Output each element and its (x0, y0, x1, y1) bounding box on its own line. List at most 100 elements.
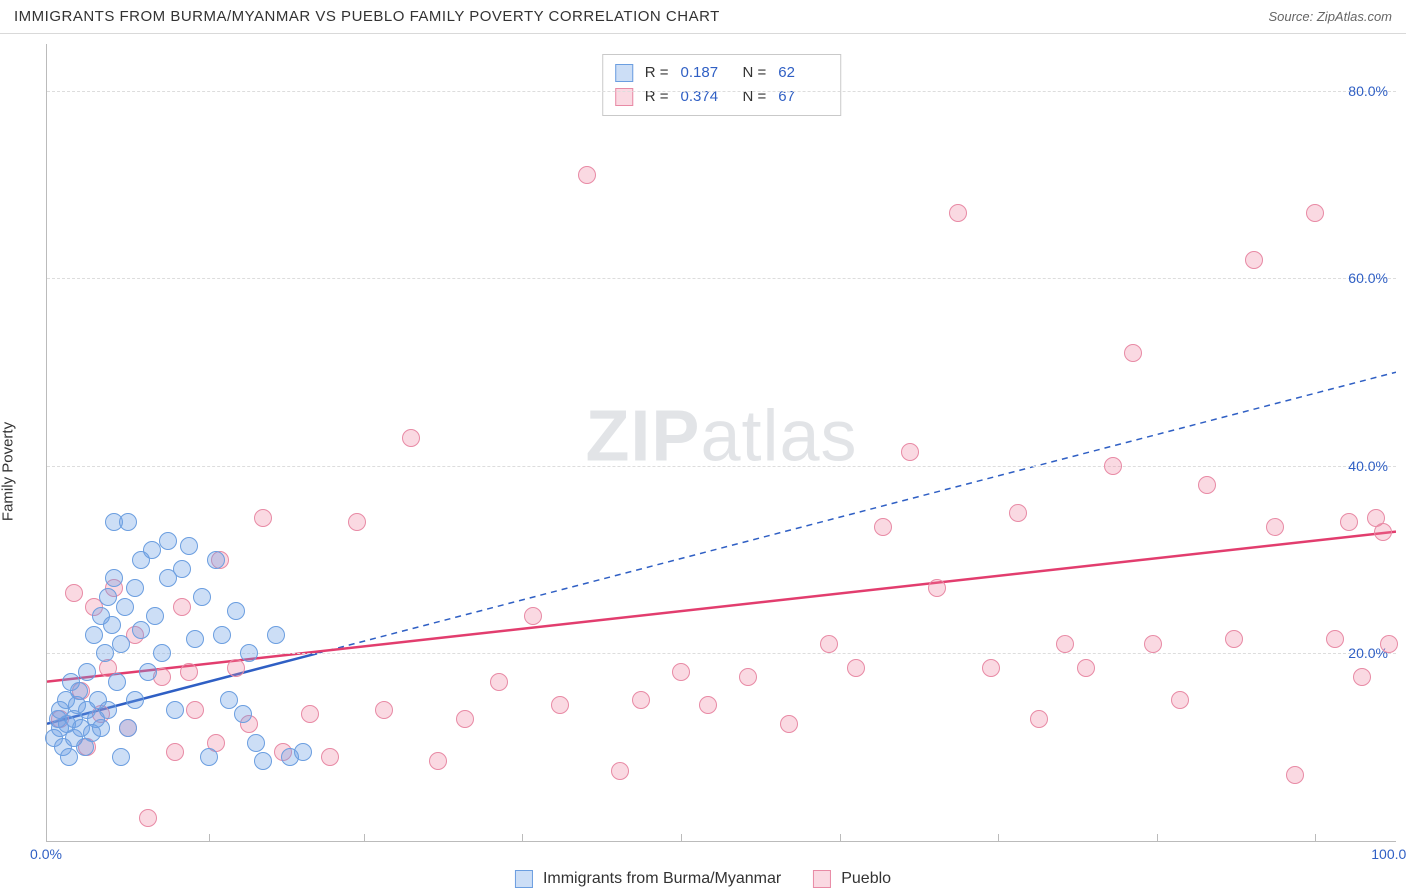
data-point (207, 551, 225, 569)
data-point (402, 429, 420, 447)
data-point (186, 701, 204, 719)
data-point (1286, 766, 1304, 784)
data-point (105, 569, 123, 587)
data-point (186, 630, 204, 648)
data-point (153, 644, 171, 662)
series-name: Pueblo (841, 870, 891, 888)
data-point (247, 734, 265, 752)
data-point (70, 682, 88, 700)
data-point (524, 607, 542, 625)
data-point (348, 513, 366, 531)
data-point (116, 598, 134, 616)
data-point (193, 588, 211, 606)
x-tick-label: 100.0% (1371, 846, 1406, 862)
data-point (146, 607, 164, 625)
source-label: Source: ZipAtlas.com (1268, 9, 1392, 24)
data-point (1374, 523, 1392, 541)
data-point (928, 579, 946, 597)
data-point (1340, 513, 1358, 531)
series-legend-item: Immigrants from Burma/Myanmar (515, 870, 781, 888)
legend-n-label: N = (743, 85, 767, 109)
data-point (901, 443, 919, 461)
x-minor-tick (998, 834, 999, 842)
y-tick-label: 80.0% (1348, 83, 1388, 99)
legend-n-label: N = (743, 61, 767, 85)
data-point (99, 701, 117, 719)
legend-row: R =0.374N =67 (615, 85, 829, 109)
data-point (1353, 668, 1371, 686)
data-point (92, 719, 110, 737)
data-point (213, 626, 231, 644)
data-point (254, 752, 272, 770)
legend-r-value: 0.374 (681, 85, 731, 109)
data-point (60, 748, 78, 766)
data-point (1198, 476, 1216, 494)
series-name: Immigrants from Burma/Myanmar (543, 870, 781, 888)
data-point (267, 626, 285, 644)
data-point (227, 602, 245, 620)
data-point (85, 626, 103, 644)
legend-n-value: 62 (778, 61, 828, 85)
watermark-zip: ZIP (585, 396, 700, 476)
x-minor-tick (209, 834, 210, 842)
data-point (874, 518, 892, 536)
x-minor-tick (522, 834, 523, 842)
data-point (166, 743, 184, 761)
data-point (166, 701, 184, 719)
series-legend: Immigrants from Burma/Myanmar Pueblo (515, 870, 891, 888)
y-tick-label: 60.0% (1348, 270, 1388, 286)
data-point (108, 673, 126, 691)
data-point (490, 673, 508, 691)
data-point (96, 644, 114, 662)
data-point (143, 541, 161, 559)
data-point (220, 691, 238, 709)
data-point (1326, 630, 1344, 648)
data-point (132, 621, 150, 639)
data-point (847, 659, 865, 677)
data-point (1225, 630, 1243, 648)
data-point (180, 663, 198, 681)
legend-swatch (515, 870, 533, 888)
data-point (1104, 457, 1122, 475)
data-point (1245, 251, 1263, 269)
data-point (1030, 710, 1048, 728)
data-point (180, 537, 198, 555)
data-point (159, 532, 177, 550)
data-point (126, 579, 144, 597)
data-point (234, 705, 252, 723)
grid-line-h (47, 278, 1396, 279)
stats-legend-box: R =0.187N =62R =0.374N =67 (602, 54, 842, 116)
data-point (632, 691, 650, 709)
data-point (429, 752, 447, 770)
data-point (173, 560, 191, 578)
data-point (294, 743, 312, 761)
x-minor-tick (681, 834, 682, 842)
data-point (699, 696, 717, 714)
data-point (1306, 204, 1324, 222)
data-point (672, 663, 690, 681)
grid-line-h (47, 91, 1396, 92)
data-point (578, 166, 596, 184)
legend-swatch (813, 870, 831, 888)
data-point (1144, 635, 1162, 653)
x-minor-tick (364, 834, 365, 842)
x-minor-tick (840, 834, 841, 842)
data-point (375, 701, 393, 719)
data-point (139, 809, 157, 827)
data-point (126, 691, 144, 709)
data-point (1077, 659, 1095, 677)
data-point (112, 635, 130, 653)
data-point (949, 204, 967, 222)
data-point (112, 748, 130, 766)
data-point (119, 513, 137, 531)
plot-area: ZIPatlas R =0.187N =62R =0.374N =67 20.0… (46, 44, 1396, 842)
watermark: ZIPatlas (585, 395, 857, 477)
data-point (456, 710, 474, 728)
plot-wrapper: Family Poverty ZIPatlas R =0.187N =62R =… (0, 34, 1406, 892)
data-point (739, 668, 757, 686)
y-tick-label: 40.0% (1348, 458, 1388, 474)
data-point (1124, 344, 1142, 362)
legend-r-label: R = (645, 85, 669, 109)
data-point (1266, 518, 1284, 536)
watermark-atlas: atlas (700, 396, 857, 476)
